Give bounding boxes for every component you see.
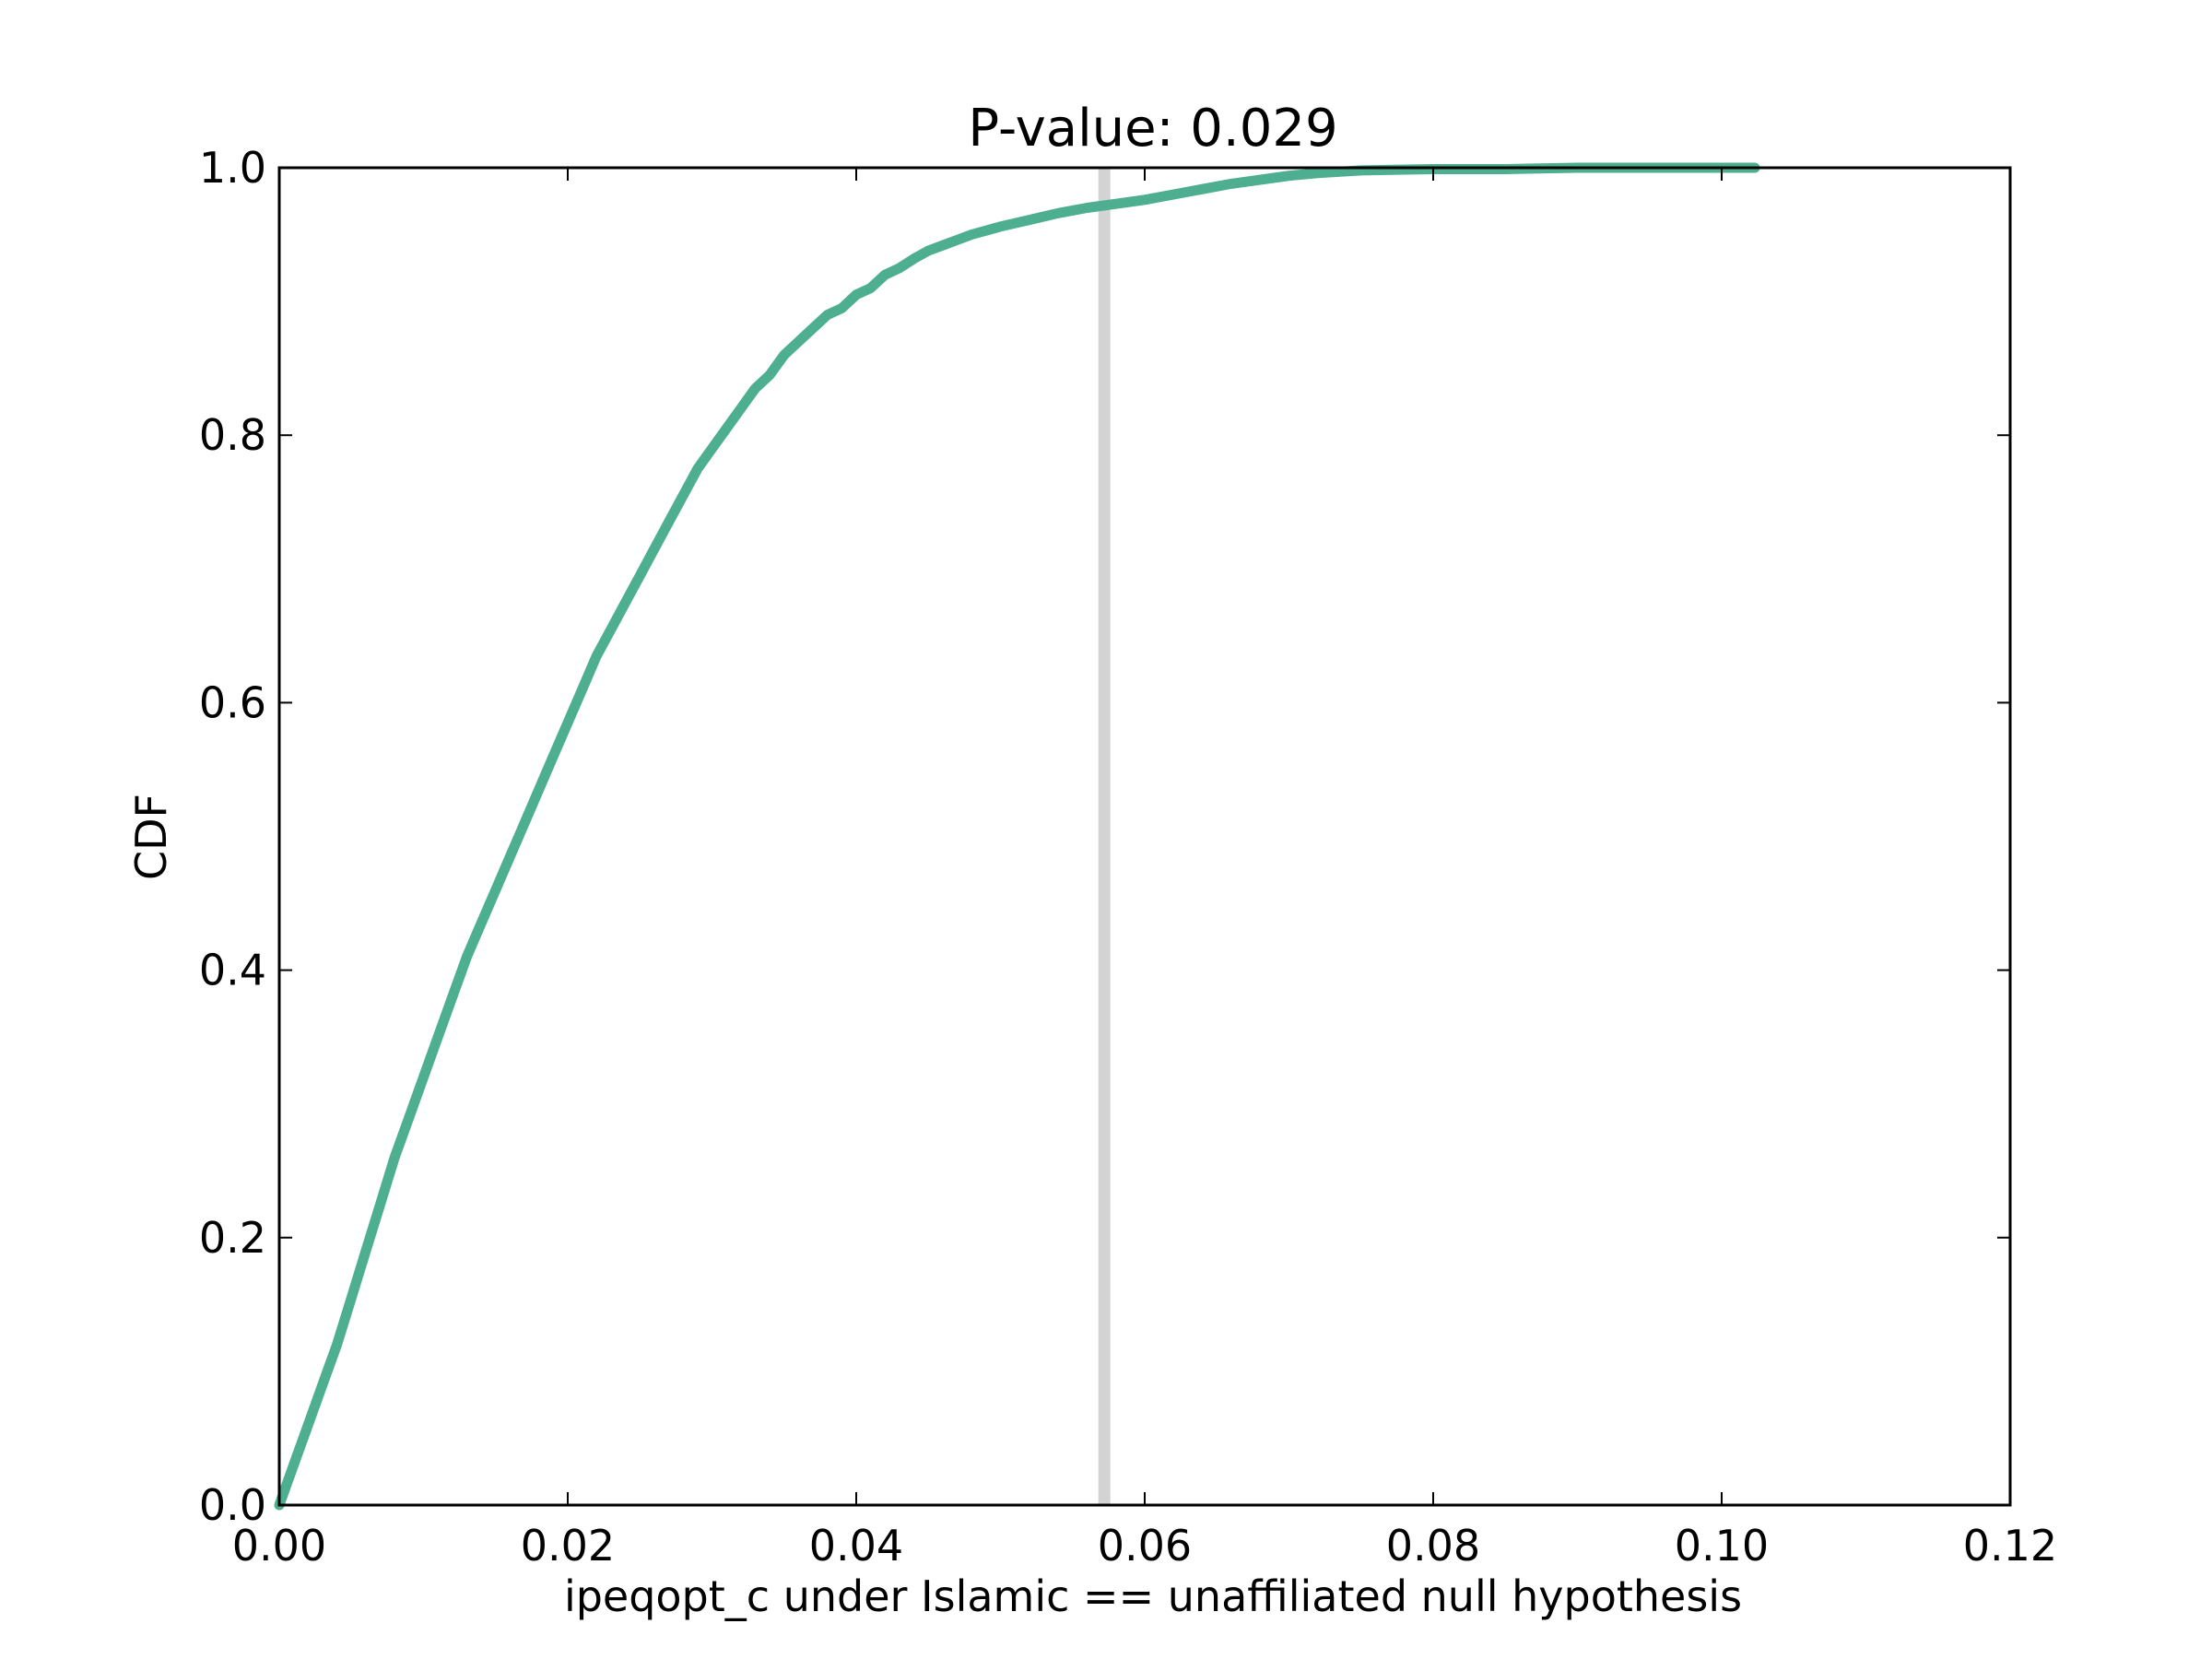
x-axis-label: ipeqopt_c under Islamic == unaffiliated … — [564, 1571, 1742, 1621]
x-tick-label: 0.02 — [521, 1521, 615, 1571]
y-tick-label: 1.0 — [199, 143, 266, 193]
x-tick-label: 0.00 — [232, 1521, 326, 1571]
x-tick-label: 0.08 — [1386, 1521, 1480, 1571]
y-tick-label: 0.6 — [199, 677, 266, 727]
cdf-series-line-0 — [274, 162, 1760, 1511]
chart-title: P-value: 0.029 — [968, 99, 1337, 159]
plot-area: 0.00 0.02 0.04 0.06 0.08 0.10 0.12 0.0 0.2 0.4 0.6… — [199, 143, 2057, 1571]
x-tick-label: 0.06 — [1098, 1521, 1192, 1571]
y-tick-label: 0.2 — [199, 1213, 266, 1263]
x-tick-label: 0.04 — [809, 1521, 903, 1571]
y-tick-label: 0.8 — [199, 410, 266, 460]
x-tick-label: 0.10 — [1675, 1521, 1769, 1571]
y-axis-label: CDF — [126, 794, 176, 880]
x-tick-label: 0.12 — [1963, 1521, 2057, 1571]
y-tick-label: 0.4 — [199, 946, 266, 995]
y-tick-label: 0.0 — [199, 1480, 266, 1530]
